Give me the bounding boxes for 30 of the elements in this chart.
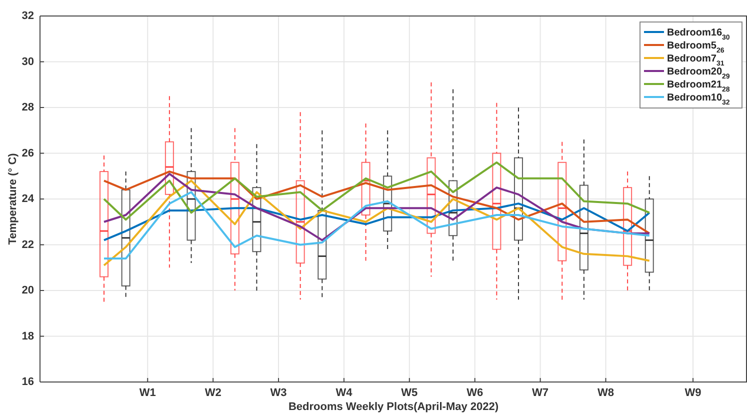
x-tick-label: W8 <box>597 387 614 399</box>
x-tick-label: W6 <box>466 387 484 399</box>
legend-label: Bedroom20$_{29}$ <box>667 66 730 80</box>
y-tick-label: 16 <box>22 376 34 388</box>
y-tick-label: 28 <box>22 102 34 114</box>
x-tick-label: W5 <box>401 387 418 399</box>
line-series <box>103 191 650 260</box>
line-series <box>103 202 650 242</box>
y-tick-label: 30 <box>22 56 34 68</box>
x-tick-label: W7 <box>532 387 549 399</box>
y-tick-label: 32 <box>22 10 34 22</box>
x-tick-label: W1 <box>139 387 156 399</box>
x-tick-label: W9 <box>684 387 702 399</box>
legend-label: Bedroom21$_{28}$ <box>667 80 730 93</box>
y-tick-label: 18 <box>22 330 34 342</box>
x-tick-label: W2 <box>204 387 222 399</box>
y-tick-label: 26 <box>22 147 34 160</box>
y-tick-label: 24 <box>22 193 35 205</box>
line-series <box>103 180 650 266</box>
legend-label: Bedroom10$_{32}$ <box>667 92 730 106</box>
x-tick-label: W4 <box>336 387 354 399</box>
legend-label: Bedroom5$_{26}$ <box>667 40 724 54</box>
y-axis-title: Temperature (° C) <box>7 152 19 245</box>
legend-label: Bedroom7$_{31}$ <box>667 54 724 67</box>
legend-label: Bedroom16$_{30}$ <box>667 28 730 41</box>
x-tick-label: W3 <box>270 387 287 399</box>
y-tick-label: 20 <box>22 284 34 296</box>
line-series <box>103 161 650 221</box>
x-axis-title: Bedrooms Weekly Plots(April-May 2022) <box>288 401 499 413</box>
y-tick-label: 22 <box>22 238 34 251</box>
